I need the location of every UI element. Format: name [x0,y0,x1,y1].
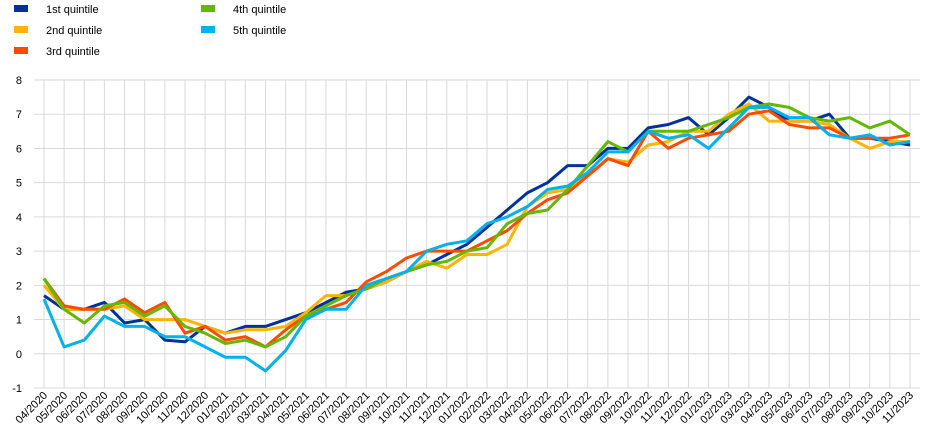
y-tick-label: 6 [16,143,22,155]
y-tick-label: 4 [16,212,22,224]
legend-label: 1st quintile [46,4,99,16]
y-tick-label: 5 [16,178,22,190]
y-tick-label: 8 [16,75,22,87]
y-tick-label: -1 [12,383,22,395]
legend-label: 5th quintile [233,25,286,37]
y-tick-label: 0 [16,349,22,361]
series-line [42,102,911,349]
legend-swatch [201,26,215,33]
y-tick-label: 3 [16,246,22,258]
y-tick-label: 1 [16,315,22,327]
y-tick-label: 2 [16,280,22,292]
legend-swatch [14,5,28,12]
series-line [42,105,911,373]
series-line [42,109,911,349]
legend-label: 3rd quintile [46,46,100,58]
series-line [43,95,911,344]
y-tick-label: 7 [16,109,22,121]
legend-label: 4th quintile [233,4,286,16]
legend-swatch [14,26,28,33]
series-line [42,102,910,335]
legend-label: 2nd quintile [46,25,102,37]
legend-swatch [201,5,215,12]
legend-swatch [14,47,28,54]
